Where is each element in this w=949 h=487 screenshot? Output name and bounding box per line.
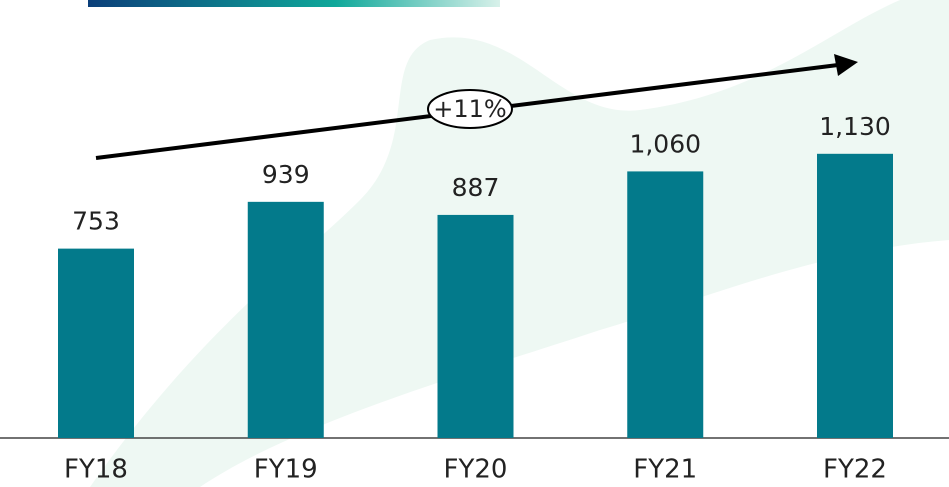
header-bar (88, 0, 500, 7)
value-label: 1,130 (819, 112, 891, 141)
annotation-bubble (427, 89, 513, 129)
bars (58, 153, 893, 438)
x-tick-label: FY21 (633, 455, 697, 485)
value-label: 887 (452, 173, 500, 202)
value-label: 753 (72, 207, 120, 236)
bar (627, 171, 704, 438)
x-tick-label: FY22 (823, 455, 887, 485)
bar (58, 248, 134, 438)
bar (247, 201, 324, 438)
value-label: 1,060 (629, 129, 701, 158)
bar (817, 153, 893, 438)
value-label: 939 (262, 160, 310, 189)
x-tick-label: FY20 (444, 455, 508, 485)
annotation: +11% (433, 95, 506, 123)
x-tick-label: FY19 (254, 455, 318, 485)
x-tick-label: FY18 (64, 455, 128, 485)
bar (437, 214, 514, 438)
arrow-head (834, 54, 858, 76)
